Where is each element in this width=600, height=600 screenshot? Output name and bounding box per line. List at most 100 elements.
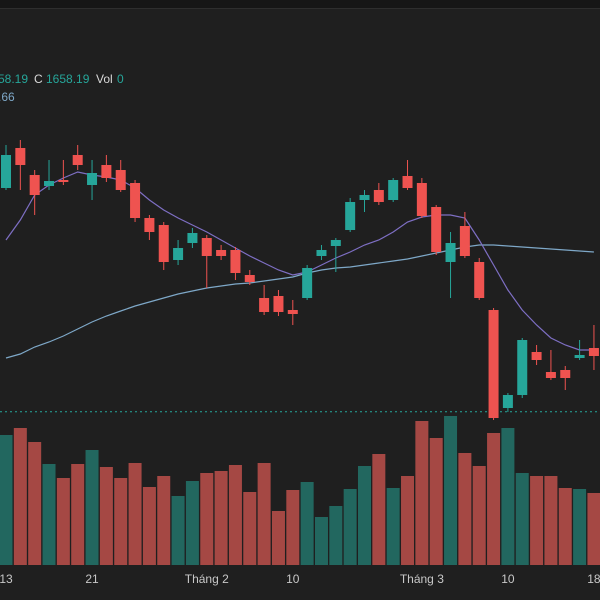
- volume-bar: [300, 482, 314, 565]
- volume-bar: [329, 506, 343, 565]
- volume-bar: [444, 416, 458, 565]
- candle-body: [173, 248, 184, 260]
- volume-bar: [501, 428, 515, 565]
- moving-average-long: [5, 244, 594, 359]
- candle-body: [302, 268, 313, 298]
- candle-body: [388, 180, 399, 200]
- volume-bar: [214, 471, 228, 565]
- volume-bar: [386, 488, 400, 565]
- candle-body: [517, 340, 528, 395]
- candle-body: [488, 310, 499, 418]
- candle-body: [187, 233, 198, 243]
- volume-bar: [587, 493, 600, 565]
- volume-bar: [358, 466, 371, 565]
- volume-bar: [343, 489, 357, 565]
- candle-body: [144, 218, 155, 232]
- volume-bar: [487, 433, 501, 565]
- legend-open: 58.19: [0, 72, 28, 86]
- candle-body: [58, 180, 69, 182]
- x-tick-label: 10: [286, 572, 300, 586]
- legend-vol-label: Vol: [96, 72, 113, 86]
- volume-bar: [472, 466, 486, 565]
- candle-body: [431, 207, 442, 252]
- volume-bar: [128, 463, 142, 565]
- candle-body: [244, 275, 255, 282]
- candle-body: [359, 195, 370, 200]
- legend-vol-value: 0: [117, 72, 124, 86]
- volume-bar: [429, 438, 443, 565]
- candle-body: [330, 240, 341, 246]
- candle-body: [44, 181, 55, 186]
- legend-close-label: C: [34, 72, 43, 86]
- volume-bar: [372, 454, 386, 565]
- candle-body: [459, 226, 470, 256]
- candle-body: [101, 165, 112, 178]
- candle-body: [402, 176, 413, 188]
- candle-body: [115, 170, 126, 190]
- candle-body: [373, 190, 384, 202]
- volume-bar: [142, 487, 156, 565]
- volume-bar: [401, 476, 415, 565]
- x-tick-label: 13: [0, 572, 13, 586]
- candle-body: [130, 183, 141, 218]
- top-bar: [0, 0, 600, 8]
- legend-ma: .66: [0, 90, 15, 104]
- volume-bar: [458, 453, 472, 565]
- candle-body: [1, 155, 11, 188]
- volume-bar: [28, 442, 42, 565]
- volume-bar: [99, 467, 113, 565]
- candle-body: [588, 348, 599, 356]
- candle-body: [316, 250, 327, 256]
- candle-body: [445, 243, 456, 262]
- volume-bar: [530, 476, 544, 565]
- legend: 58.19 C 1658.19 Vol 0 .66: [0, 72, 124, 104]
- volume-bar: [271, 511, 285, 565]
- volume-bar: [228, 465, 242, 565]
- volume-bar: [573, 489, 587, 565]
- x-tick-label: 21: [85, 572, 99, 586]
- volume-bar: [286, 490, 300, 565]
- volume-bar: [114, 478, 128, 565]
- candle-body: [416, 183, 427, 216]
- volume-pane: [0, 416, 600, 565]
- candle-body: [545, 372, 556, 378]
- candle-body: [87, 173, 98, 185]
- candle-body: [259, 298, 270, 312]
- candle-body: [230, 250, 241, 273]
- volume-bar: [515, 473, 529, 565]
- candle-body: [273, 296, 284, 312]
- volume-bar: [243, 492, 257, 565]
- candle-body: [201, 238, 212, 256]
- candle-body: [560, 370, 571, 378]
- legend-close-value: 1658.19: [46, 72, 90, 86]
- candle-body: [287, 310, 298, 314]
- volume-bar: [558, 488, 572, 565]
- volume-bar: [171, 496, 185, 565]
- candle-body: [345, 202, 356, 230]
- volume-bar: [314, 517, 328, 565]
- volume-bar: [185, 481, 199, 565]
- volume-bar: [257, 463, 271, 565]
- candle-body: [474, 262, 485, 298]
- volume-bar: [42, 464, 56, 565]
- candles: [1, 140, 599, 420]
- moving-average-short: [5, 171, 594, 351]
- volume-bar: [56, 478, 70, 565]
- x-tick-label: Tháng 3: [400, 572, 444, 586]
- candle-body: [531, 352, 542, 360]
- x-tick-label: 10: [501, 572, 515, 586]
- volume-bar: [415, 421, 429, 565]
- volume-bar: [0, 435, 13, 565]
- volume-bar: [157, 476, 171, 565]
- volume-bar: [544, 476, 558, 565]
- volume-bar: [71, 464, 85, 565]
- candle-body: [216, 250, 227, 256]
- candle-body: [158, 225, 169, 262]
- volume-bar: [85, 450, 99, 565]
- candle-body: [15, 148, 26, 165]
- x-tick-label: Tháng 2: [185, 572, 229, 586]
- candle-body: [574, 355, 585, 358]
- volume-bar: [13, 428, 27, 565]
- candle-body: [502, 395, 513, 408]
